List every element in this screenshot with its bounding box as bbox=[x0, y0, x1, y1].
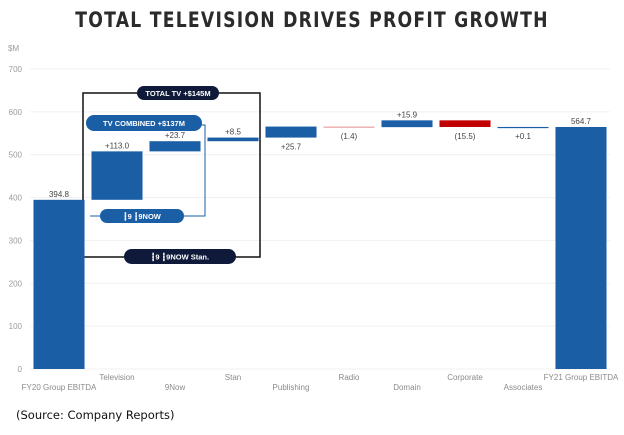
y-tick-label: 300 bbox=[9, 236, 23, 245]
y-tick-label: 600 bbox=[9, 108, 23, 117]
data-label: (1.4) bbox=[341, 132, 358, 141]
tv-brands-label: ┇9 ┇9NOW bbox=[123, 211, 162, 221]
data-labels: 394.8 +113.0 +23.7 +8.5 +25.7 (1.4) +15.9 (15.5… bbox=[49, 110, 592, 198]
x-category-label: Publishing bbox=[273, 383, 310, 392]
y-tick-label: 700 bbox=[9, 65, 23, 74]
x-category-label: Television bbox=[99, 373, 134, 382]
x-category-label: Domain bbox=[393, 383, 421, 392]
y-tick-label: 200 bbox=[9, 279, 23, 288]
y-axis-ticks: 0 100 200 300 400 500 600 700 bbox=[9, 65, 23, 374]
bar-stan bbox=[207, 137, 259, 142]
tv-combined-pill bbox=[86, 115, 202, 131]
y-axis-label: $M bbox=[8, 44, 19, 53]
bar-corporate bbox=[439, 120, 491, 127]
total-tv-brands-pill bbox=[124, 249, 236, 264]
x-category-label: 9Now bbox=[165, 383, 186, 392]
y-tick-label: 500 bbox=[9, 151, 23, 160]
tv-brands-pill bbox=[100, 209, 184, 223]
bar-associates bbox=[497, 126, 549, 129]
y-tick-label: 400 bbox=[9, 194, 23, 203]
chart-title: TOTAL TELEVISION DRIVES PROFIT GROWTH bbox=[75, 8, 549, 32]
total-tv-pill bbox=[137, 86, 219, 100]
x-category-label: Radio bbox=[339, 373, 360, 382]
y-tick-label: 100 bbox=[9, 322, 23, 331]
x-category-label: Stan bbox=[225, 373, 241, 382]
bar-radio bbox=[323, 126, 375, 128]
tv-combined-label: TV COMBINED +$137M bbox=[103, 119, 185, 128]
bar-9now bbox=[149, 141, 201, 152]
bar-publishing bbox=[265, 126, 317, 138]
bar-fy20-group-ebitda bbox=[33, 199, 85, 369]
x-category-label: Associates bbox=[504, 383, 543, 392]
data-label: 564.7 bbox=[571, 117, 592, 126]
total-tv-label: TOTAL TV +$145M bbox=[145, 89, 210, 98]
y-tick-label: 0 bbox=[18, 365, 23, 374]
data-label: 394.8 bbox=[49, 190, 70, 199]
data-label: +15.9 bbox=[397, 110, 418, 119]
bar-domain bbox=[381, 120, 433, 128]
x-category-label: Corporate bbox=[447, 373, 483, 382]
total-tv-brands-label: ┇9 ┇9NOW Stan. bbox=[151, 252, 209, 262]
data-label: +25.7 bbox=[281, 143, 302, 152]
x-category-label: FY21 Group EBITDA bbox=[544, 373, 619, 382]
source-note: (Source: Company Reports) bbox=[16, 408, 175, 422]
data-label: (15.5) bbox=[455, 132, 476, 141]
data-label: +0.1 bbox=[515, 132, 531, 141]
x-category-label: FY20 Group EBITDA bbox=[22, 383, 97, 392]
data-label: +8.5 bbox=[225, 128, 241, 137]
bars bbox=[33, 120, 607, 369]
data-label: +23.7 bbox=[165, 131, 186, 140]
bar-fy21-group-ebitda bbox=[555, 126, 607, 369]
annotation-pills: TOTAL TV +$145M TV COMBINED +$137M ┇9 ┇9NO… bbox=[86, 86, 236, 264]
data-label: +113.0 bbox=[105, 141, 130, 150]
bar-television bbox=[91, 151, 143, 200]
gridlines bbox=[30, 68, 610, 370]
